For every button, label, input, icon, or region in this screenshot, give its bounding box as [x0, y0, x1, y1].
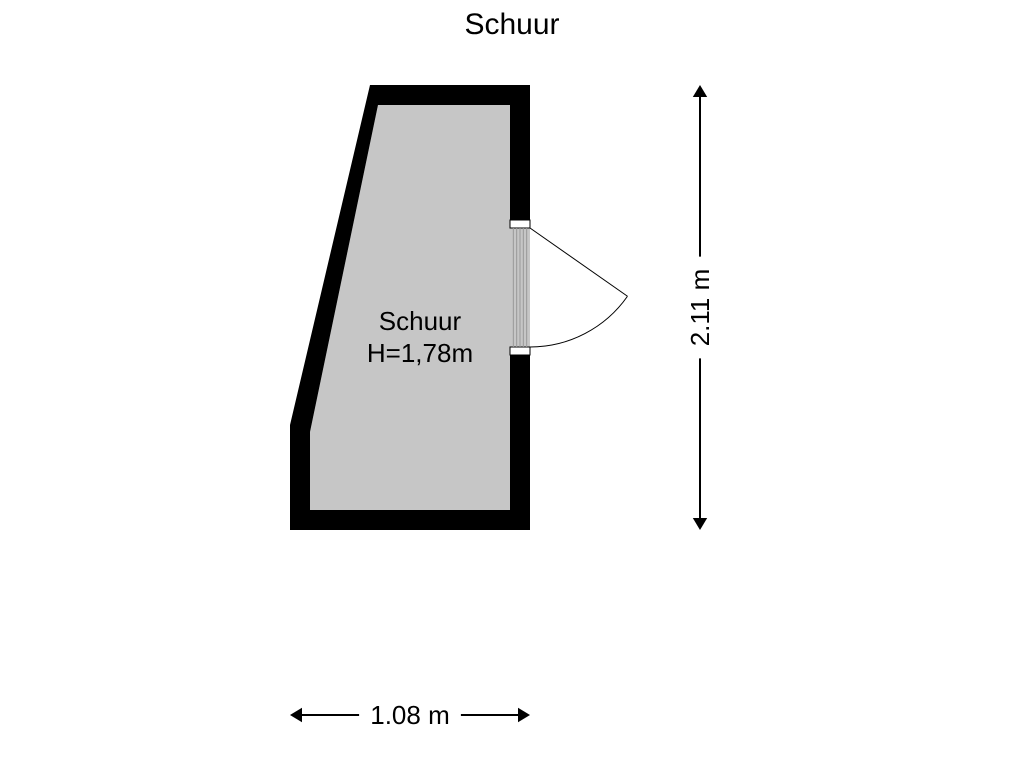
door-swing-arc [530, 296, 627, 347]
door-leaf [530, 228, 627, 296]
door-jamb-top [510, 220, 530, 228]
dimension-width: 1.08 m [290, 700, 530, 730]
room-height-label: H=1,78m [367, 338, 473, 368]
floorplan-canvas: SchuurH=1,78m1.08 m2.11 m [0, 0, 1024, 768]
room-name-label: Schuur [379, 306, 462, 336]
dimension-height-label: 2.11 m [685, 269, 715, 347]
dimension-width-label: 1.08 m [370, 700, 450, 730]
arrowhead [693, 85, 707, 97]
door-jamb-bottom [510, 347, 530, 355]
arrowhead [518, 708, 530, 722]
page-title: Schuur [0, 8, 1024, 42]
dimension-height: 2.11 m [685, 85, 715, 530]
arrowhead [693, 518, 707, 530]
arrowhead [290, 708, 302, 722]
